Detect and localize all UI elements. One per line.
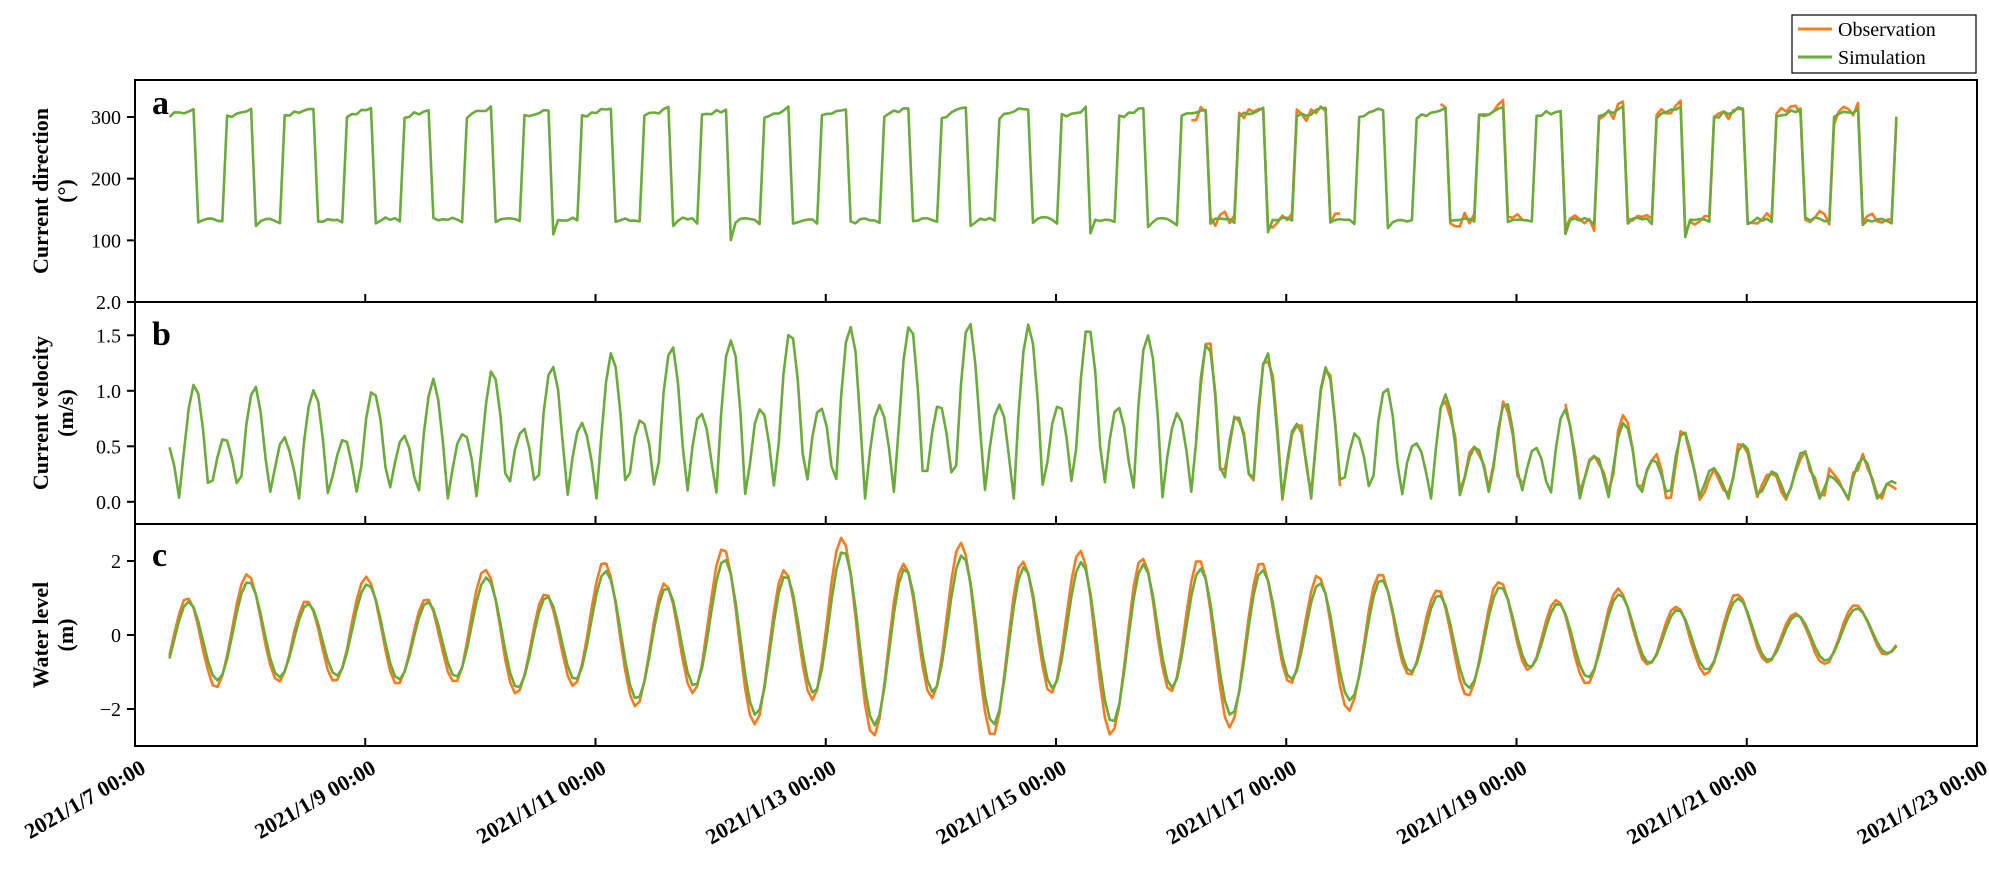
panel-a-ylabel: Current direction (°) [28, 108, 78, 274]
panel-b-ytick-label: 1.5 [96, 325, 121, 347]
x-axis-date-labels: 2021/1/7 00:00 2021/1/9 00:00 2021/1/11 00… [20, 755, 1989, 850]
panel-b-ytick-label: 0.5 [96, 436, 121, 458]
x-tick-label: 2021/1/11 00:00 [472, 755, 610, 849]
panel-a-ytick-label: 200 [91, 169, 121, 191]
x-tick-label: 2021/1/23 00:00 [1853, 755, 1989, 850]
panel-c-simulation-line [168, 551, 1898, 727]
panel-c-frame [134, 523, 1978, 747]
panel-c: c Water level (m) −2 0 2 [28, 523, 1978, 747]
legend: Observation Simulation [1791, 14, 1977, 74]
x-tick-label: 2021/1/9 00:00 [250, 755, 379, 844]
panel-b-ylabel-line-1: Current velocity [28, 336, 53, 490]
panel-a-y-ticks: 2.0 100 200 300 [91, 107, 135, 314]
panel-a-observation-line [1439, 98, 1524, 228]
panel-a-simulation-line [168, 104, 1898, 242]
panel-a-ylabel-line-1: Current direction [28, 108, 53, 274]
panel-a-ylabel-line-2: (°) [53, 179, 78, 202]
panel-c-ylabel: Water level (m) [28, 582, 78, 689]
panel-b: b Current velocity (m/s) 0.0 0.5 1.0 1.5 [28, 301, 1978, 525]
panel-a-ytick-label: 2.0 [96, 292, 121, 314]
panel-b-simulation-line [168, 322, 1897, 500]
panel-a-label: a [152, 85, 169, 122]
panel-b-ytick-label: 1.0 [96, 381, 121, 403]
panel-a-ytick-label: 100 [91, 230, 121, 252]
x-tick-label: 2021/1/7 00:00 [20, 755, 149, 844]
panel-a-ytick-label: 300 [91, 107, 121, 129]
panel-c-x-ticks [364, 738, 1748, 746]
panel-b-label: b [152, 316, 171, 353]
panel-c-ytick-label: 0 [111, 625, 121, 647]
panel-a: a Current direction (°) 2.0 100 200 300 [28, 79, 1978, 314]
panel-b-ylabel-line-2: (m/s) [53, 389, 78, 437]
panel-c-ylabel-line-1: Water level [28, 582, 53, 689]
x-tick-label: 2021/1/17 00:00 [1162, 755, 1301, 850]
x-tick-label: 2021/1/15 00:00 [932, 755, 1071, 850]
panel-b-lines [168, 322, 1898, 501]
panel-b-x-ticks [364, 516, 1748, 524]
panel-c-ylabel-line-2: (m) [53, 619, 78, 652]
legend-label-simulation: Simulation [1838, 47, 1926, 69]
panel-a-x-ticks [364, 294, 1748, 302]
panel-c-ytick-label: 2 [111, 551, 121, 573]
panel-a-observation-line [1559, 99, 1898, 235]
panel-c-label: c [152, 537, 167, 574]
panel-c-y-ticks: −2 0 2 [100, 551, 135, 721]
panel-b-ytick-label: 0.0 [96, 492, 121, 514]
panel-c-ytick-label: −2 [100, 699, 121, 721]
panel-b-ylabel: Current velocity (m/s) [28, 336, 78, 490]
x-tick-label: 2021/1/13 00:00 [701, 755, 840, 850]
legend-box [1791, 14, 1977, 74]
x-tick-label: 2021/1/19 00:00 [1392, 755, 1531, 850]
panel-b-y-ticks: 0.0 0.5 1.0 1.5 [96, 325, 135, 514]
x-tick-label: 2021/1/21 00:00 [1622, 755, 1761, 850]
legend-label-observation: Observation [1838, 19, 1936, 41]
panel-c-lines [168, 536, 1898, 737]
panel-a-lines [168, 98, 1898, 242]
